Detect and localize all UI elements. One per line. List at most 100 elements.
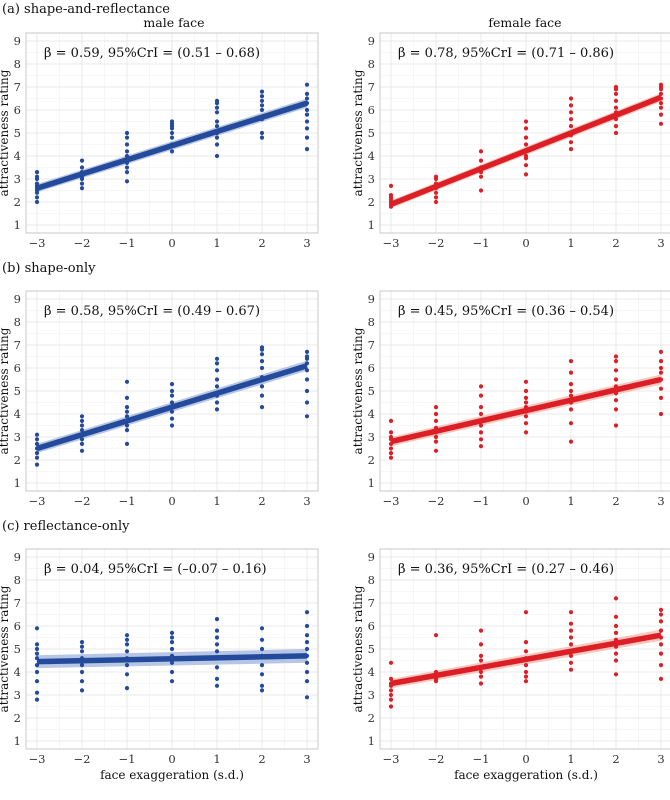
data-point [613,377,619,382]
y-tick-label: 6 [14,619,21,633]
data-point [169,640,175,645]
y-tick-label: 4 [368,665,375,679]
data-point [214,642,220,647]
data-point [388,692,394,698]
data-point [79,437,85,442]
data-point [214,142,220,147]
data-point [388,434,394,440]
data-point [169,416,175,421]
data-point [523,430,529,435]
x-tick-label: 3 [657,494,664,508]
data-point [34,697,40,702]
data-point [259,130,265,136]
panel-c-female: −3 −2 −1 0 1 2 3 1 2 3 4 5 6 7 8 9 β = 0.36, 95%CrI = (0… [351,548,670,782]
x-tick-label: −2 [428,236,445,250]
data-point [34,455,40,460]
y-tick-label: 3 [14,688,21,702]
y-tick-label: 3 [368,172,375,186]
y-tick-label: 6 [14,361,21,375]
y-tick-label: 9 [368,550,375,564]
x-tick-label: −1 [473,494,490,508]
data-point [658,411,664,417]
data-point [478,444,484,449]
data-point [169,635,175,640]
y-tick-label: 3 [368,430,375,444]
data-point [304,388,310,394]
y-tick-label: 3 [368,688,375,702]
data-point [124,441,130,446]
data-point [568,421,574,426]
x-tick-label: −3 [383,494,400,508]
data-point [658,663,664,668]
data-point [259,103,265,108]
data-point [523,649,529,654]
data-point [304,414,310,419]
data-point [658,370,664,375]
x-tick-label: −1 [119,236,136,250]
x-tick-label: 2 [258,494,265,508]
x-tick-label: 3 [657,752,664,766]
data-point [79,186,85,191]
data-point [79,448,85,453]
data-point [658,628,664,633]
data-point [259,345,265,350]
data-point [169,400,175,405]
x-tick-label: −1 [119,752,136,766]
data-point [214,124,220,129]
data-point [214,407,220,412]
y-tick-label: 2 [14,453,21,467]
data-point [214,400,220,405]
data-point [34,626,40,631]
data-point [568,610,574,615]
data-point [478,628,484,633]
data-point [388,697,394,702]
data-point [478,642,484,647]
data-point [124,405,130,410]
data-point [658,359,664,364]
x-tick-label: 1 [567,236,574,250]
y-tick-label: 2 [14,711,21,725]
data-point [124,149,130,154]
beta-annotation: β = 0.36, 95%CrI = (0.27 – 0.46) [398,562,614,577]
data-point [214,361,220,366]
y-tick-label: 3 [14,172,21,186]
data-point [259,393,265,398]
y-tick-label: 2 [368,711,375,725]
data-point [388,676,394,682]
data-point [613,124,619,129]
data-point [613,651,619,656]
data-point [304,669,310,675]
data-point [214,676,220,682]
y-tick-label: 5 [368,642,375,656]
data-point [214,153,220,159]
y-tick-label: 7 [14,80,21,94]
data-point [568,660,574,665]
data-point [478,430,484,435]
y-tick-label: 4 [368,407,375,421]
data-point [79,428,85,433]
data-point [613,98,619,103]
data-point [124,637,130,642]
panel-b-male: −3 −2 −1 0 1 2 3 1 2 3 4 5 6 7 8 9 β = 0.58, 95%CrI = (0… [0,290,319,508]
data-point [214,377,220,382]
data-point [124,633,130,638]
y-tick-label: 9 [14,550,21,564]
data-point [523,172,529,177]
data-point [388,455,394,460]
data-point [613,130,619,136]
data-point [658,101,664,106]
data-point [79,640,85,645]
data-point [169,388,175,394]
data-point [124,179,130,184]
data-point [34,646,40,652]
data-point [523,414,529,419]
data-point [568,147,574,152]
data-point [79,181,85,186]
data-point [304,126,310,131]
data-point [214,665,220,670]
regression-line [36,363,308,452]
data-point [568,140,574,145]
data-point [79,441,85,446]
data-point [259,365,265,371]
data-point [34,451,40,456]
